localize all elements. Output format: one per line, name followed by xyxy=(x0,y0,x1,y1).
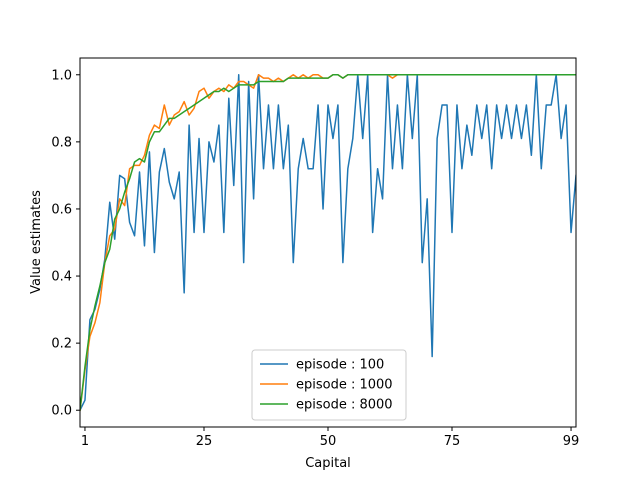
x-tick-label: 75 xyxy=(444,434,461,449)
x-tick-label: 1 xyxy=(81,434,89,449)
legend-label-2: episode : 1000 xyxy=(296,378,393,393)
y-tick-label: 0.6 xyxy=(51,202,72,217)
x-tick-label: 99 xyxy=(563,434,580,449)
series-layer xyxy=(80,74,576,412)
series-line-1 xyxy=(80,74,576,412)
y-tick-label: 0.0 xyxy=(51,404,72,419)
x-axis-label: Capital xyxy=(305,456,351,471)
legend-label-1: episode : 100 xyxy=(296,358,384,373)
legend-label-3: episode : 8000 xyxy=(296,398,393,413)
y-axis: 0.0 0.2 0.4 0.6 0.8 1.0 xyxy=(51,68,80,419)
legend-box xyxy=(251,349,407,421)
series-line-3 xyxy=(80,74,576,412)
y-tick-label: 1.0 xyxy=(51,68,72,83)
x-tick-label: 50 xyxy=(320,434,337,449)
y-tick-label: 0.2 xyxy=(51,337,72,352)
x-axis: 1 25 50 75 99 xyxy=(81,427,579,449)
x-tick-label: 25 xyxy=(196,434,213,449)
y-tick-label: 0.8 xyxy=(51,135,72,150)
y-tick-label: 0.4 xyxy=(51,270,72,285)
legend: episode : 100 episode : 1000 episode : 800… xyxy=(251,349,407,421)
y-axis-label: Value estimates xyxy=(29,190,44,294)
